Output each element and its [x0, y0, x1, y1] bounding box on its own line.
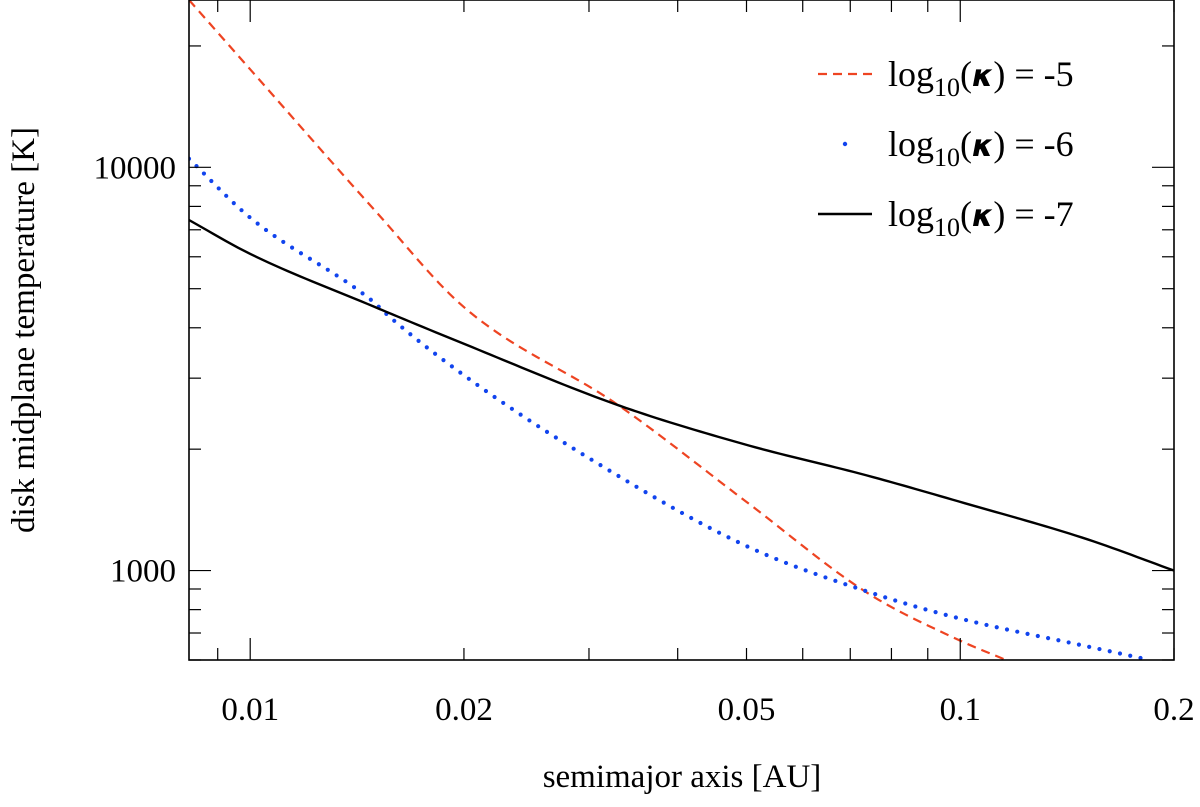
y-tick-label: 10000: [94, 150, 177, 186]
x-tick-label: 0.01: [221, 692, 279, 728]
plot-frame: [188, 0, 1175, 661]
y-tick-label: 1000: [110, 554, 176, 590]
tick-layer: [189, 0, 1175, 661]
x-axis-title: semimajor axis [AU]: [543, 759, 822, 795]
tick-label-layer: 0.01 0.02 0.05 0.1 0.2 1000 10000: [94, 150, 1195, 728]
legend-label: log10(κ) = -7: [888, 194, 1074, 242]
x-tick-label: 0.1: [940, 692, 981, 728]
legend: log10(κ) = -5 log10(κ) = -6 log10(κ) = -7: [818, 54, 1074, 242]
x-tick-label: 0.02: [435, 692, 493, 728]
x-tick-label: 0.05: [718, 692, 776, 728]
legend-label: log10(κ) = -6: [888, 124, 1074, 172]
y-axis-title: disk midplane temperature [K]: [6, 127, 42, 533]
x-tick-label: 0.2: [1153, 692, 1194, 728]
legend-label: log10(κ) = -5: [888, 54, 1074, 102]
series-line-kappa-7: [189, 219, 1174, 572]
series-line-kappa-5: [189, 0, 1007, 660]
series-layer: [189, 0, 1174, 660]
